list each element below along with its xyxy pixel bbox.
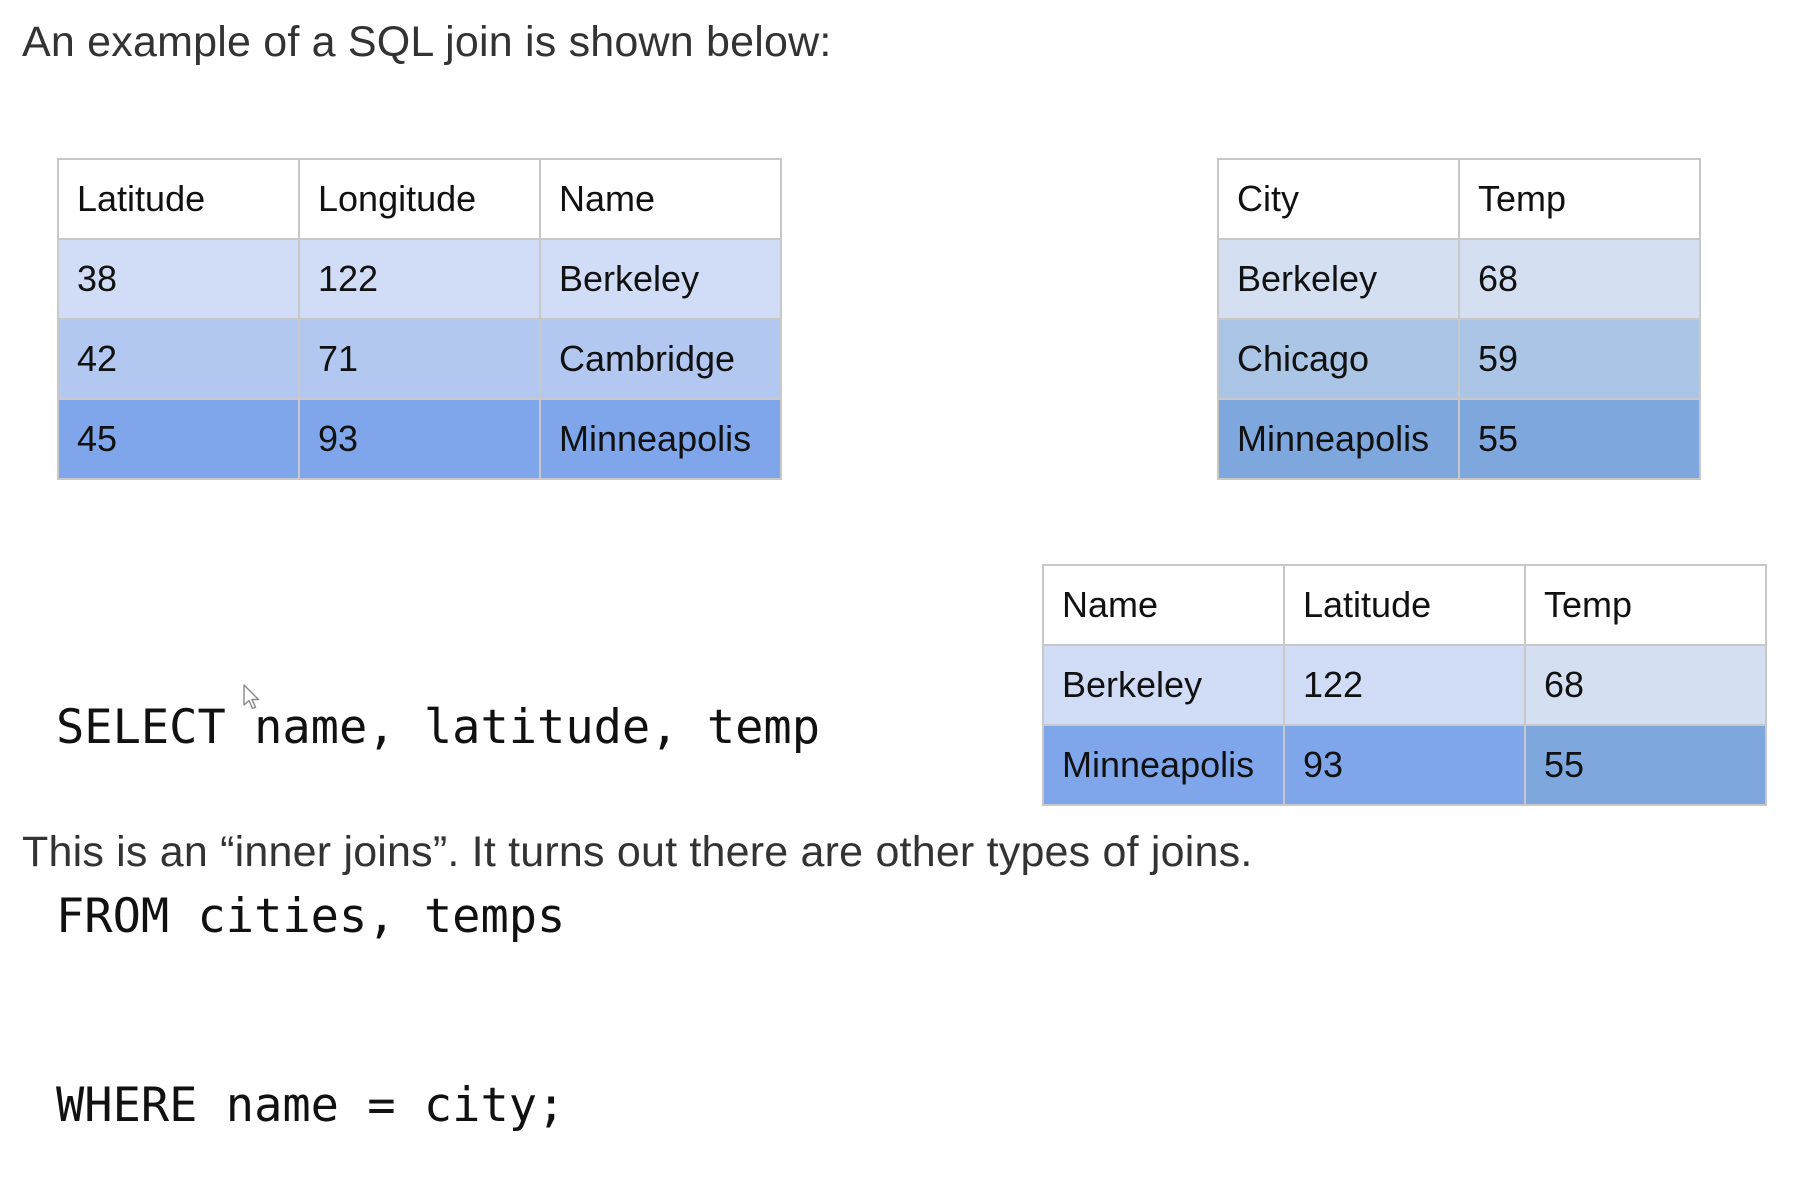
sql-line: SELECT name, latitude, temp: [56, 700, 821, 755]
table-cell: 68: [1524, 644, 1767, 726]
column-header: Longitude: [298, 158, 541, 240]
table-cell: Minneapolis: [539, 398, 782, 480]
table-cell: Chicago: [1217, 318, 1460, 400]
table-cell: 122: [298, 238, 541, 320]
sql-query: SELECT name, latitude, temp FROM cities,…: [56, 570, 820, 1200]
table-cell: 71: [298, 318, 541, 400]
table-cell: 59: [1458, 318, 1701, 400]
table-cell: Minneapolis: [1042, 724, 1285, 806]
table-row: Berkeley 122 68: [1042, 644, 1767, 726]
table-cell: 55: [1458, 398, 1701, 480]
temps-table: City Temp Berkeley 68 Chicago 59 Minneap…: [1217, 158, 1701, 480]
column-header: Name: [1042, 564, 1285, 646]
table-cell: Cambridge: [539, 318, 782, 400]
table-row: 45 93 Minneapolis: [57, 398, 782, 480]
table-row: Minneapolis 55: [1217, 398, 1701, 480]
table-cell: 68: [1458, 238, 1701, 320]
table-cell: 38: [57, 238, 300, 320]
intro-text: An example of a SQL join is shown below:: [22, 18, 832, 66]
table-cell: 55: [1524, 724, 1767, 806]
table-cell: 45: [57, 398, 300, 480]
column-header: Temp: [1524, 564, 1767, 646]
outro-text: This is an “inner joins”. It turns out t…: [22, 828, 1253, 876]
table-header-row: City Temp: [1217, 158, 1701, 240]
table-cell: 122: [1283, 644, 1526, 726]
result-table: Name Latitude Temp Berkeley 122 68 Minne…: [1042, 564, 1767, 806]
table-header-row: Name Latitude Temp: [1042, 564, 1767, 646]
table-row: Chicago 59: [1217, 318, 1701, 400]
mouse-pointer-icon: [243, 684, 260, 710]
sql-line: WHERE name = city;: [56, 1078, 566, 1133]
table-row: Berkeley 68: [1217, 238, 1701, 320]
table-cell: Minneapolis: [1217, 398, 1460, 480]
table-cell: 93: [298, 398, 541, 480]
cities-table: Latitude Longitude Name 38 122 Berkeley …: [57, 158, 782, 480]
column-header: Latitude: [1283, 564, 1526, 646]
table-cell: 42: [57, 318, 300, 400]
table-cell: Berkeley: [539, 238, 782, 320]
column-header: Latitude: [57, 158, 300, 240]
column-header: City: [1217, 158, 1460, 240]
table-cell: 93: [1283, 724, 1526, 806]
table-row: Minneapolis 93 55: [1042, 724, 1767, 806]
table-cell: Berkeley: [1042, 644, 1285, 726]
table-cell: Berkeley: [1217, 238, 1460, 320]
column-header: Temp: [1458, 158, 1701, 240]
column-header: Name: [539, 158, 782, 240]
sql-line: FROM cities, temps: [56, 889, 566, 944]
table-row: 38 122 Berkeley: [57, 238, 782, 320]
table-header-row: Latitude Longitude Name: [57, 158, 782, 240]
table-row: 42 71 Cambridge: [57, 318, 782, 400]
